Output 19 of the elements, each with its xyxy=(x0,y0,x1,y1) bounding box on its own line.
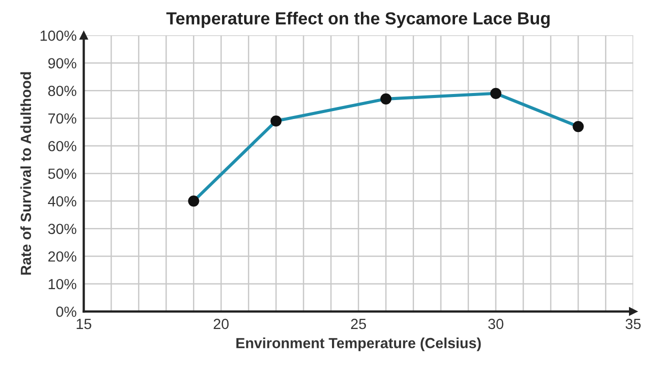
x-tick-label: 20 xyxy=(214,318,229,330)
y-tick-label: 100% xyxy=(40,30,76,41)
y-tick-label: 60% xyxy=(48,140,76,152)
y-tick-label: 90% xyxy=(48,58,76,68)
x-axis-title: Environment Temperature (Celsius) xyxy=(236,338,481,352)
y-tick-label: 80% xyxy=(48,86,76,96)
x-tick-label: 15 xyxy=(76,318,92,330)
x-tick-label: 35 xyxy=(626,318,641,330)
y-tick-label: 40% xyxy=(48,196,76,206)
y-tick-label: 20% xyxy=(48,251,76,262)
chart-title: Temperature Effect on the Sycamore Lace Bug xyxy=(166,12,550,28)
y-axis-title: Rate of Survival to Adulthood xyxy=(20,72,32,275)
y-tick-label: 70% xyxy=(48,113,76,124)
y-tick-label: 10% xyxy=(48,278,76,290)
y-tick-label: 0% xyxy=(56,306,76,317)
x-tick-label: 25 xyxy=(351,318,366,330)
x-tick-label: 30 xyxy=(488,318,504,330)
y-tick-label: 30% xyxy=(48,224,76,234)
y-tick-label: 50% xyxy=(48,168,76,179)
